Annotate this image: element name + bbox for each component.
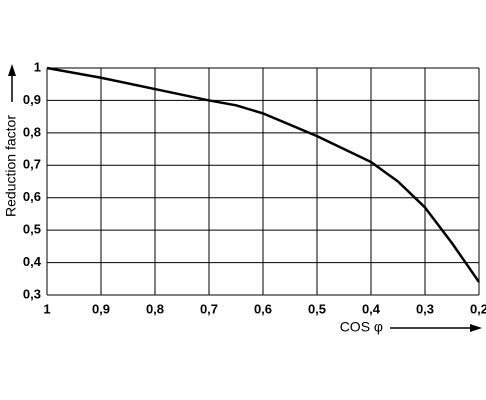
y-tick-label: 0,7 xyxy=(23,157,41,172)
x-tick-label: 1 xyxy=(43,301,50,316)
line-series xyxy=(46,66,481,283)
x-tick-label: 0,6 xyxy=(254,301,272,316)
y-tick-label: 0,5 xyxy=(23,222,41,237)
y-axis-label: Reduction factor xyxy=(3,115,19,217)
y-arrow-head xyxy=(8,64,16,76)
y-tick-label: 0,3 xyxy=(23,286,41,301)
x-tick-label: 0,4 xyxy=(362,301,381,316)
x-tick-label: 0,9 xyxy=(92,301,110,316)
x-arrow-head xyxy=(470,324,482,332)
y-tick-label: 0,9 xyxy=(23,92,41,107)
y-tick-label: 0,8 xyxy=(23,124,41,139)
x-tick-label: 0,5 xyxy=(308,301,326,316)
x-axis-label: COS φ xyxy=(340,319,383,335)
y-tick-label: 0,4 xyxy=(23,254,42,269)
x-tick-label: 0,8 xyxy=(146,301,164,316)
y-tick-label: 0,6 xyxy=(23,189,41,204)
x-tick-label: 0,7 xyxy=(200,301,218,316)
x-tick-label: 0,2 xyxy=(470,301,486,316)
y-tick-label: 1 xyxy=(34,59,41,74)
x-tick-label: 0,3 xyxy=(416,301,434,316)
